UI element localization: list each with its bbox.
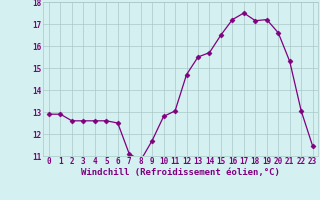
- X-axis label: Windchill (Refroidissement éolien,°C): Windchill (Refroidissement éolien,°C): [81, 168, 280, 177]
